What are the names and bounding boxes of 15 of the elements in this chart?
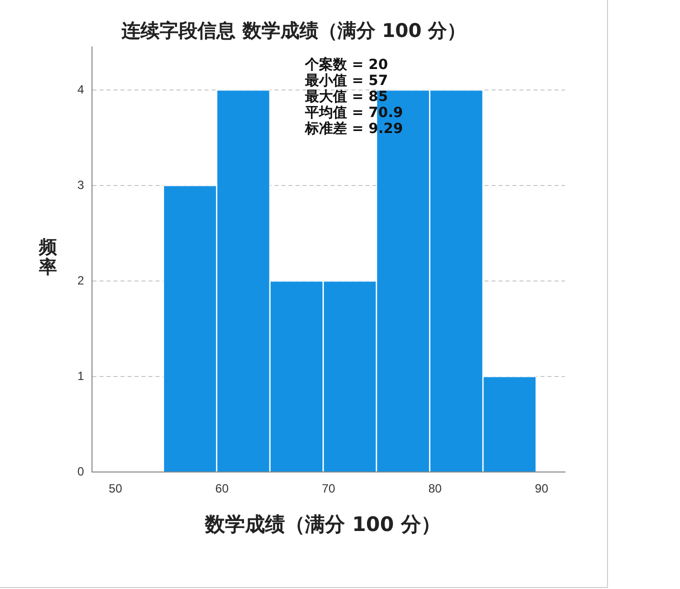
annotation: 最小值 = 57 (305, 73, 389, 89)
annotation: 个案数 = 20 (305, 57, 389, 73)
y-tick-label: 2 (77, 273, 84, 288)
y-tick-label: 4 (77, 82, 84, 96)
x-tick-label: 80 (428, 482, 442, 496)
y-axis-title: 频率 (38, 237, 58, 278)
x-tick-label: 60 (215, 482, 229, 496)
y-tick-label: 0 (77, 464, 84, 478)
x-tick-label: 70 (322, 482, 336, 496)
y-tick-label: 3 (77, 178, 84, 192)
x-tick-label: 90 (534, 482, 549, 496)
y-tick-label: 1 (77, 368, 84, 383)
chart-title: 连续字段信息 数学成绩（满分 100 分） (120, 20, 468, 42)
x-tick-label: 50 (108, 482, 122, 496)
x-axis-title: 数学成绩（满分 100 分） (204, 511, 442, 537)
